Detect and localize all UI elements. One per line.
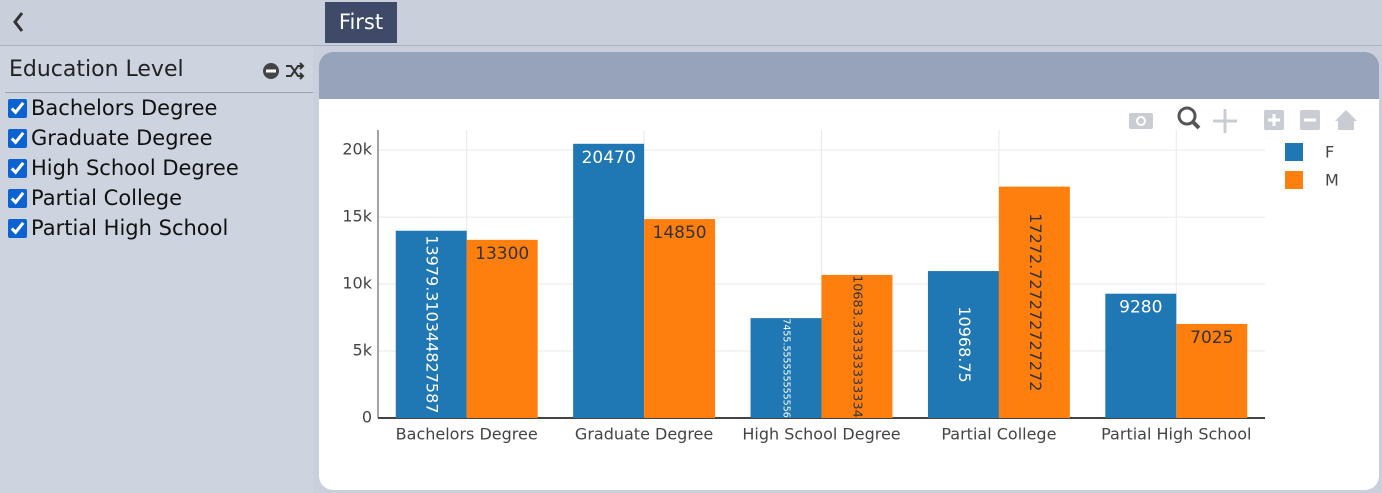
y-tick-label: 0 <box>362 408 372 427</box>
bar <box>821 274 893 418</box>
bar <box>998 186 1070 418</box>
data-label: 7455.555555555556 <box>781 318 792 417</box>
x-tick-label: Partial College <box>941 425 1056 444</box>
filter-title: Education Level <box>9 57 184 82</box>
x-tick-label: High School Degree <box>742 425 900 444</box>
filter-option[interactable]: Bachelors Degree <box>6 95 217 121</box>
y-tick-label: 5k <box>353 341 373 360</box>
option-label: Bachelors Degree <box>31 96 218 120</box>
bar <box>1176 323 1248 418</box>
separator <box>5 92 313 93</box>
tab[interactable]: First <box>325 2 397 43</box>
chart: 0 5k 10k 15k 20k Bachelors Degree 13979.310344… <box>342 106 1357 444</box>
bar <box>573 143 645 418</box>
legend-label: F <box>1325 143 1334 162</box>
filter-option[interactable]: High School Degree <box>6 155 239 181</box>
data-label: 13979.310344827587 <box>423 235 442 413</box>
panel-header <box>319 52 1379 99</box>
checkbox[interactable] <box>8 128 27 148</box>
filter-option[interactable]: Partial College <box>6 185 182 211</box>
checkbox[interactable] <box>8 98 27 118</box>
top-bar: First <box>0 0 1382 46</box>
bar <box>466 239 538 418</box>
option-label: Partial High School <box>31 216 229 240</box>
checkbox[interactable] <box>8 158 27 178</box>
filter-icons[interactable] <box>260 59 310 83</box>
back-button[interactable] <box>6 0 36 45</box>
data-label: 7025 <box>1190 328 1233 348</box>
option-label: Graduate Degree <box>31 126 213 150</box>
filter-option[interactable]: Graduate Degree <box>6 125 213 151</box>
data-label: 17272.727272727272 <box>1026 213 1045 391</box>
bar <box>927 271 999 418</box>
data-label: 13300 <box>475 244 529 264</box>
legend-swatch <box>1285 143 1303 161</box>
data-label: 10683.333333333334 <box>849 275 864 418</box>
data-label: 9280 <box>1119 298 1162 318</box>
legend-swatch <box>1285 171 1303 189</box>
x-tick-label: Graduate Degree <box>575 425 713 444</box>
y-tick-label: 20k <box>342 140 372 159</box>
bar <box>644 219 716 418</box>
x-tick-label: Bachelors Degree <box>396 425 538 444</box>
x-tick-label: Partial High School <box>1101 425 1251 444</box>
y-tick-label: 10k <box>342 274 372 293</box>
bar <box>1105 293 1177 418</box>
chart-panel: 0 5k 10k 15k 20k Bachelors Degree 13979.310344… <box>319 52 1379 490</box>
sidebar: Education Level Bachelors Degree Graduate… <box>0 46 313 493</box>
data-label: 20470 <box>582 148 636 168</box>
bar <box>750 318 822 418</box>
data-label: 10968.75 <box>955 306 974 382</box>
checkbox[interactable] <box>8 218 27 238</box>
y-tick-label: 15k <box>342 207 372 226</box>
bar <box>395 230 467 418</box>
checkbox[interactable] <box>8 188 27 208</box>
option-label: High School Degree <box>31 156 239 180</box>
modebar[interactable] <box>1129 106 1357 133</box>
legend-label: M <box>1325 171 1339 190</box>
option-label: Partial College <box>31 186 183 210</box>
data-label: 14850 <box>653 223 707 243</box>
filter-option[interactable]: Partial High School <box>6 215 228 241</box>
